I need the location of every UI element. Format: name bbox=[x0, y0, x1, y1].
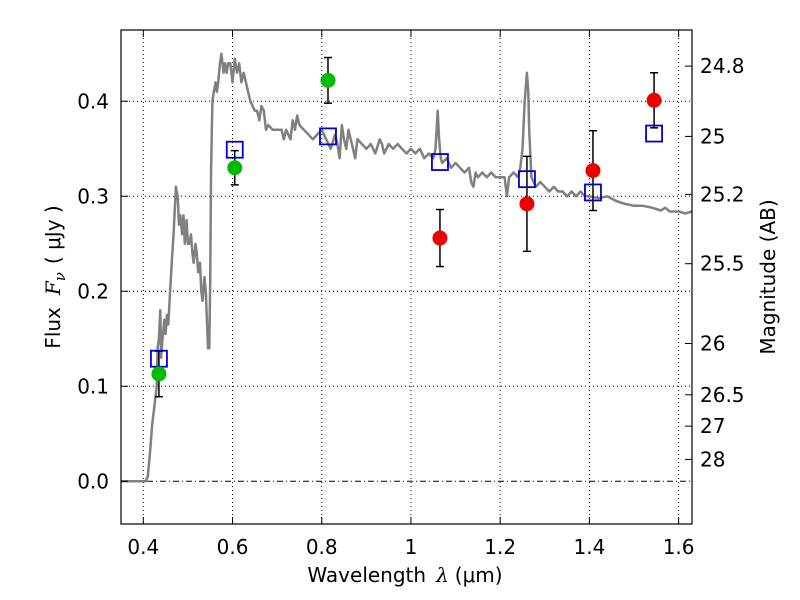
y-axis-label-text: Flux bbox=[41, 307, 65, 349]
green-data-point bbox=[151, 366, 167, 382]
plot-frame bbox=[120, 29, 693, 525]
red-data-point bbox=[646, 92, 662, 108]
x-tick-label: 0.6 bbox=[217, 535, 249, 559]
model-square-marker bbox=[319, 127, 337, 146]
model-square-marker bbox=[225, 140, 244, 159]
x-tick-label: 1.2 bbox=[484, 535, 516, 559]
magnitude-tick-label: 25 bbox=[700, 124, 725, 148]
x-tick-label: 0.8 bbox=[306, 535, 338, 559]
magnitude-tick-label: 27 bbox=[700, 414, 725, 438]
magnitude-tick-label: 28 bbox=[700, 447, 725, 471]
y-axis-label-symbol: F bbox=[41, 280, 65, 296]
tick-marks bbox=[121, 30, 692, 524]
x-axis-label-symbol: λ bbox=[435, 563, 449, 587]
sed-spectrum bbox=[121, 52, 693, 483]
model-square-marker bbox=[645, 124, 663, 143]
y-tick-label: 0.1 bbox=[77, 374, 109, 398]
y-tick-label: 0.3 bbox=[77, 184, 109, 208]
tick-labels: 0.4 0.6 0.8 1 1.2 1.4 1.6 0.0 0.1 0.2 0.3 0.4 24.8 25… bbox=[77, 54, 744, 559]
x-tick-label: 1 bbox=[405, 535, 418, 559]
red-data-point bbox=[585, 163, 601, 179]
model-square-marker bbox=[431, 153, 449, 171]
x-tick-label: 0.4 bbox=[127, 535, 159, 559]
y-tick-label: 0.4 bbox=[77, 89, 109, 113]
magnitude-tick-label: 26 bbox=[700, 332, 725, 356]
x-axis-label-unit: (μm) bbox=[455, 563, 503, 587]
model-square-marker bbox=[518, 170, 536, 189]
red-data-point bbox=[432, 230, 448, 246]
x-axis-label: Wavelength λ (μm) bbox=[307, 563, 502, 587]
x-axis-label-text: Wavelength bbox=[307, 563, 426, 587]
grid-lines bbox=[121, 30, 692, 524]
sed-spectrum-line bbox=[121, 52, 693, 483]
magnitude-tick-label: 25.5 bbox=[700, 252, 745, 276]
magnitude-tick-label: 26.5 bbox=[700, 383, 745, 407]
green-data-point bbox=[227, 160, 243, 176]
magnitude-tick-label: 24.8 bbox=[700, 54, 745, 78]
magnitude-axis-label: Magnitude (AB) bbox=[756, 199, 780, 354]
green-data-point bbox=[320, 72, 336, 88]
y-axis-label: Flux Fν ( μJy ) bbox=[41, 205, 69, 348]
error-bars bbox=[154, 56, 659, 398]
x-tick-label: 1.6 bbox=[663, 535, 695, 559]
x-tick-label: 1.4 bbox=[573, 535, 605, 559]
y-axis-label-subscript: ν bbox=[51, 272, 69, 281]
y-tick-label: 0.0 bbox=[77, 469, 109, 493]
y-tick-label: 0.2 bbox=[77, 279, 109, 303]
model-square-marker bbox=[584, 183, 602, 202]
magnitude-tick-label: 25.2 bbox=[700, 182, 745, 206]
red-data-point bbox=[519, 196, 535, 212]
data-markers bbox=[150, 72, 663, 382]
y-axis-label-unit: ( μJy ) bbox=[41, 205, 65, 264]
